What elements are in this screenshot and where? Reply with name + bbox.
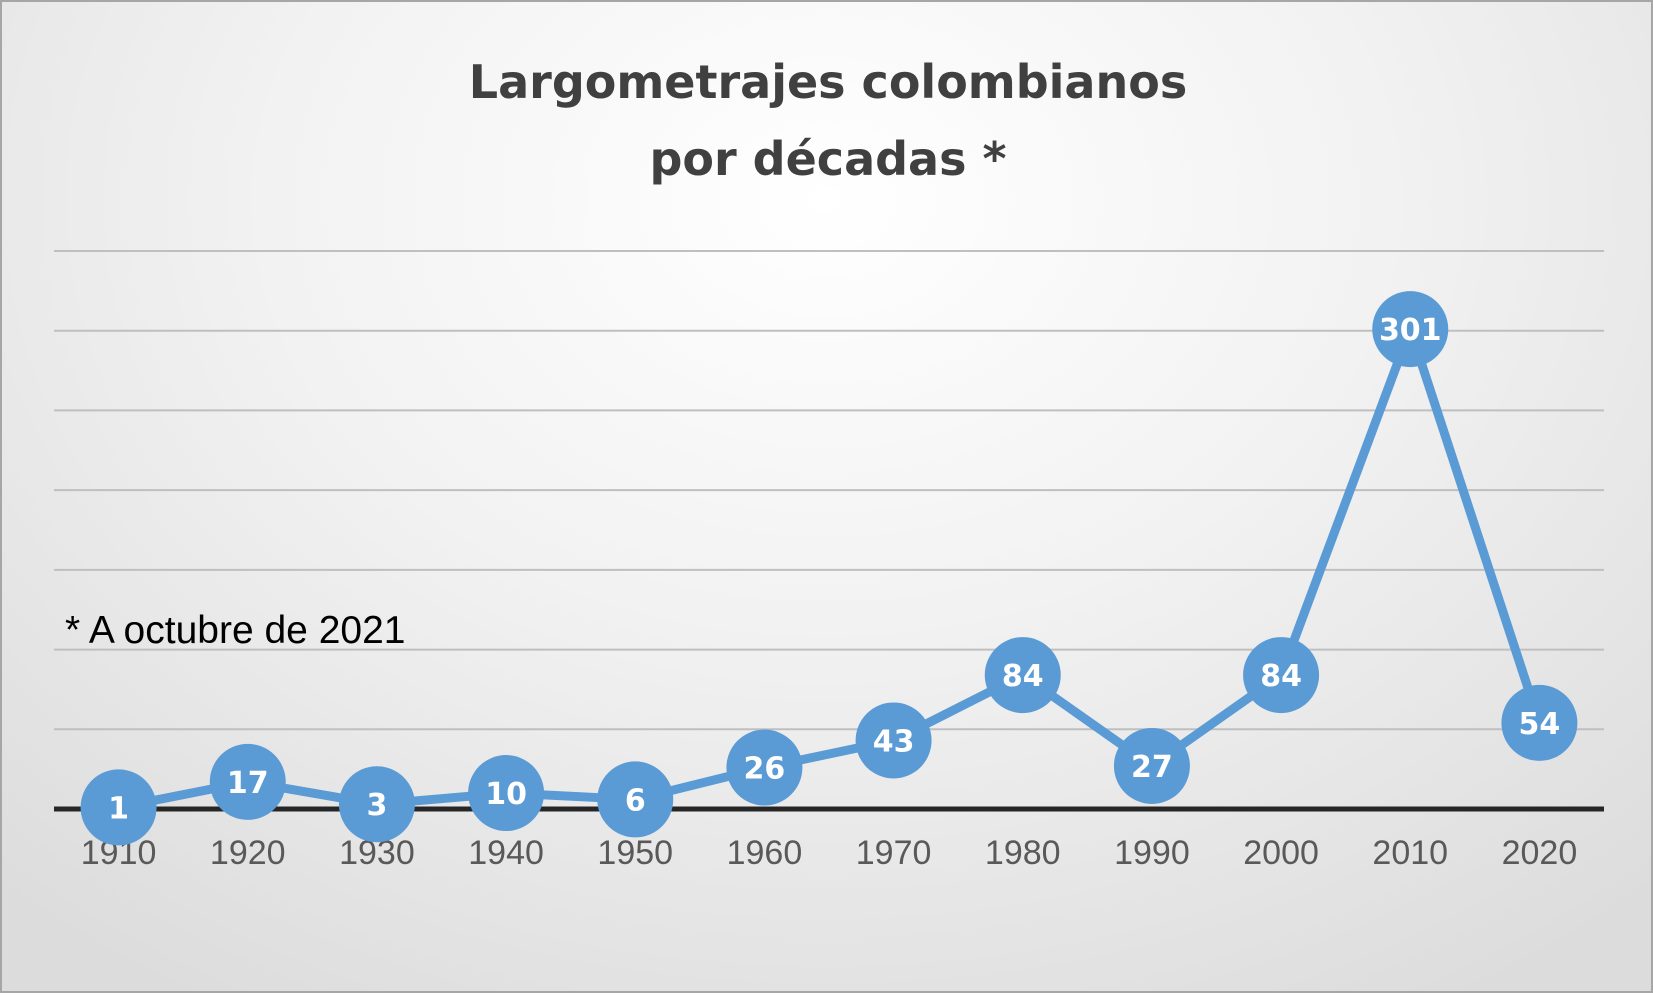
data-point (726, 729, 803, 806)
data-label: 17 (227, 766, 269, 801)
data-point (597, 761, 674, 838)
data-label: 6 (625, 783, 646, 818)
series-line (114, 324, 1544, 812)
data-label: 27 (1131, 750, 1173, 785)
data-label: 10 (485, 777, 527, 812)
x-tick-label: 2010 (1372, 834, 1448, 872)
data-label: 43 (873, 724, 915, 759)
gridlines (54, 250, 1604, 731)
data-point (209, 743, 286, 820)
chart-title: Largometrajes colombianos por décadas * (469, 55, 1187, 186)
chart-title-line-2: por décadas * (649, 132, 1006, 186)
x-tick-label: 1920 (210, 834, 286, 872)
chart-title-line-1: Largometrajes colombianos (469, 55, 1187, 109)
data-point (1372, 291, 1449, 368)
data-point (80, 769, 157, 846)
x-axis: 1910 1920 1930 1940 1950 1960 1970 1980 1990 2000… (54, 806, 1604, 872)
x-tick-label: 1990 (1114, 834, 1190, 872)
x-tick-label: 1970 (856, 834, 932, 872)
data-label: 54 (1519, 707, 1561, 742)
data-markers: 1 17 3 10 6 26 43 84 27 84 301 54 (80, 291, 1578, 846)
x-tick-label: 1980 (985, 834, 1061, 872)
data-point (1243, 637, 1320, 714)
data-point (1113, 727, 1190, 804)
footnote-annotation: * A octubre de 2021 (65, 609, 405, 652)
data-point (1501, 684, 1578, 761)
data-label: 1 (108, 791, 129, 826)
series-line-path (114, 324, 1544, 812)
data-point (338, 766, 415, 843)
data-point (468, 755, 545, 832)
data-label: 3 (366, 788, 387, 823)
data-point (855, 702, 932, 779)
data-label: 84 (1002, 659, 1044, 694)
data-point (984, 637, 1061, 714)
data-label: 301 (1379, 313, 1442, 348)
data-label: 84 (1260, 659, 1302, 694)
x-tick-label: 1960 (727, 834, 803, 872)
x-tick-label: 1940 (468, 834, 544, 872)
x-tick-label: 2000 (1243, 834, 1319, 872)
data-label: 26 (744, 752, 786, 787)
x-tick-label: 2020 (1502, 834, 1578, 872)
x-tick-label: 1950 (597, 834, 673, 872)
